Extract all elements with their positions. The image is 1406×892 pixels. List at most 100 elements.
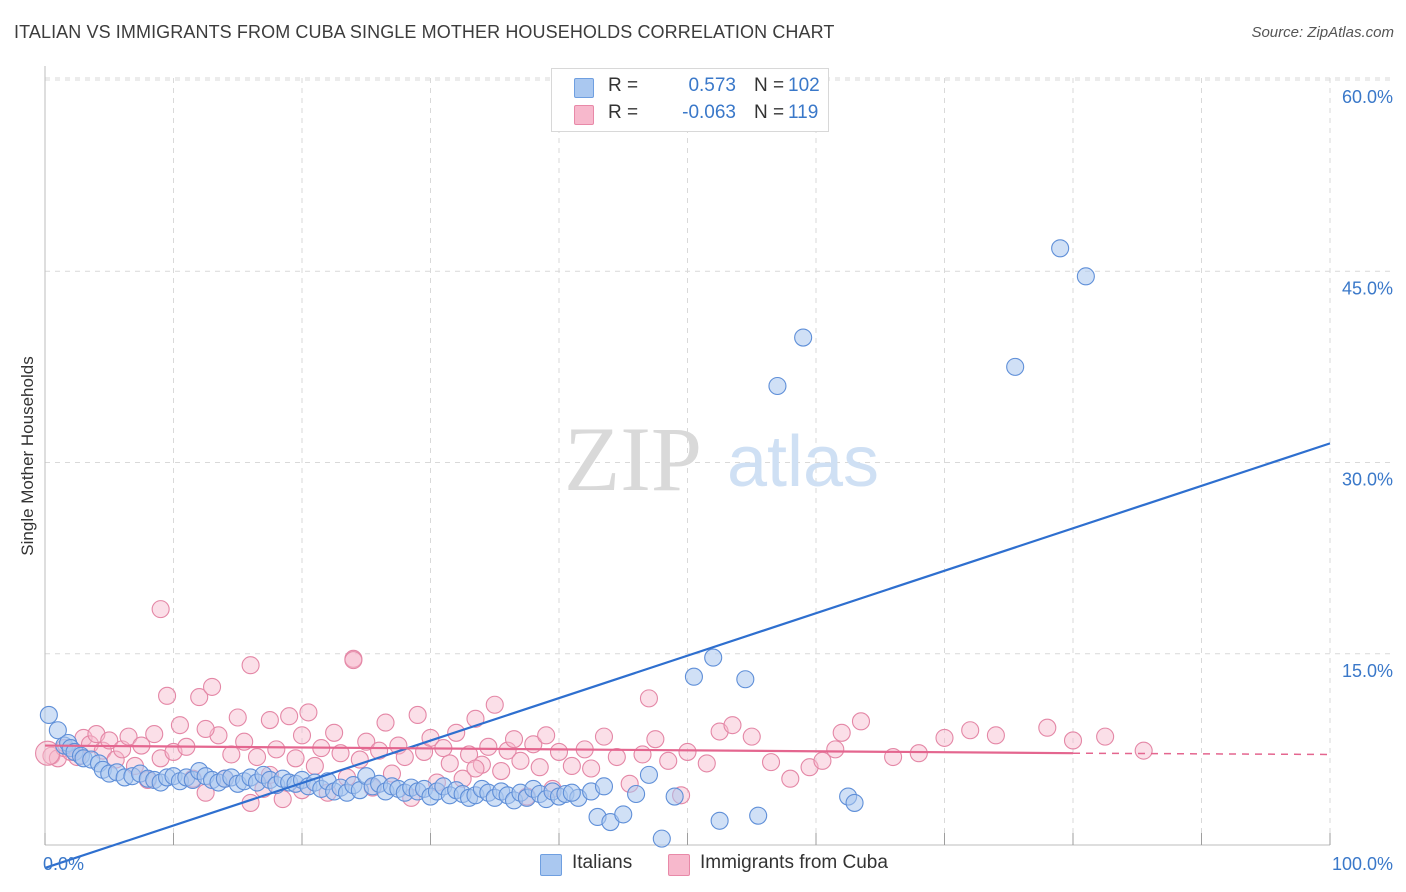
cuba-point xyxy=(376,713,395,732)
cuba-point xyxy=(986,726,1005,745)
cuba-point xyxy=(325,723,344,742)
cuba-point xyxy=(260,710,279,730)
cuba-point xyxy=(1038,718,1057,737)
italians-point xyxy=(665,787,684,806)
cuba-point xyxy=(530,758,549,777)
cuba-point xyxy=(286,749,305,768)
legend-r-value: 0.573 xyxy=(688,75,736,96)
cuba-point xyxy=(511,751,530,770)
watermark-atlas: atlas xyxy=(727,422,879,502)
cuba-point xyxy=(344,651,363,670)
italians-point xyxy=(794,328,813,347)
cuba-point xyxy=(485,695,504,714)
cuba-point xyxy=(678,742,697,761)
cuba-point xyxy=(562,756,581,776)
gridlines xyxy=(45,77,1392,845)
cuba-point xyxy=(659,751,678,770)
cuba-point xyxy=(170,716,189,735)
italians-point xyxy=(614,805,633,824)
cuba-point xyxy=(466,759,485,778)
cuba-point xyxy=(935,728,954,747)
cuba-point xyxy=(607,747,626,767)
cuba-point xyxy=(151,600,170,619)
cuba-point xyxy=(203,677,222,696)
cuba-point xyxy=(1096,727,1115,746)
bottom-legend-label: Immigrants from Cuba xyxy=(700,852,888,873)
y-tick-label: 15.0% xyxy=(1342,661,1393,681)
italians-point xyxy=(652,829,671,848)
bottom-legend-swatch-cuba xyxy=(668,854,690,876)
cuba-point xyxy=(781,769,800,788)
y-tick-label: 45.0% xyxy=(1342,278,1393,298)
cuba-point xyxy=(357,732,376,751)
italians-point xyxy=(749,806,768,825)
legend-n-label: N = xyxy=(754,75,785,96)
cuba-point xyxy=(639,689,659,708)
cuba-point xyxy=(826,740,845,759)
cuba-point xyxy=(723,716,742,735)
y-tick-label: 30.0% xyxy=(1342,470,1393,490)
chart-title: ITALIAN VS IMMIGRANTS FROM CUBA SINGLE M… xyxy=(14,22,835,42)
watermark-zip: ZIP xyxy=(564,408,702,510)
cuba-point xyxy=(350,750,369,769)
italians-point xyxy=(710,811,729,830)
cuba-trend-line xyxy=(44,744,1074,755)
cuba-point xyxy=(594,727,614,746)
cuba-point xyxy=(299,703,318,722)
y-tick-label: 60.0% xyxy=(1342,87,1393,107)
cuba-point xyxy=(761,753,781,772)
cuba-point xyxy=(158,686,177,705)
legend-r-label: R = xyxy=(608,102,639,123)
italians-trend-line xyxy=(44,442,1331,869)
cuba-trend-extension xyxy=(1072,752,1331,756)
italians-point xyxy=(704,648,723,667)
cuba-point xyxy=(1063,731,1083,750)
legend-n-label: N = xyxy=(754,102,785,123)
legend-swatch-italians xyxy=(574,78,594,98)
italians-point xyxy=(736,670,755,689)
x-tick-label: 0.0% xyxy=(43,854,84,874)
italians-point xyxy=(1051,239,1070,258)
italians-point xyxy=(684,667,703,686)
cuba-point xyxy=(549,742,569,761)
cuba-point xyxy=(961,721,980,740)
legend-n-value: 102 xyxy=(788,75,820,96)
cuba-point xyxy=(909,744,928,763)
cuba-point xyxy=(479,737,498,756)
italians-points xyxy=(39,239,1095,848)
cuba-point xyxy=(498,741,517,760)
legend-r-value: -0.063 xyxy=(682,102,736,123)
cuba-point xyxy=(247,747,267,767)
correlation-legend: R = 0.573 N = 102 R = -0.063 N = 119 xyxy=(551,68,829,132)
cuba-point xyxy=(492,761,511,781)
legend-n-value: 119 xyxy=(788,102,819,123)
cuba-point xyxy=(370,741,389,760)
cuba-point xyxy=(292,726,312,745)
italians-point xyxy=(39,705,58,725)
cuba-point xyxy=(633,745,652,764)
italians-point xyxy=(639,765,659,784)
cuba-point xyxy=(100,731,119,750)
cuba-point xyxy=(280,707,299,726)
source-credit: Source: ZipAtlas.com xyxy=(1251,24,1394,41)
italians-point xyxy=(1076,267,1095,286)
cuba-point xyxy=(305,756,324,776)
cuba-point xyxy=(408,705,427,725)
cuba-point xyxy=(466,709,485,728)
italians-point xyxy=(48,721,67,740)
bottom-legend-label: Italians xyxy=(572,852,633,873)
cuba-point xyxy=(241,656,260,675)
legend-r-label: R = xyxy=(608,75,639,96)
cuba-point xyxy=(646,730,665,749)
watermark: ZIP atlas xyxy=(564,408,879,510)
cuba-point xyxy=(832,723,851,742)
cuba-point xyxy=(440,754,459,773)
cuba-point xyxy=(196,719,215,739)
cuba-point xyxy=(851,712,871,731)
cuba-point xyxy=(145,725,164,744)
italians-point xyxy=(627,784,646,804)
italians-point xyxy=(562,783,581,802)
italians-point xyxy=(1006,357,1025,376)
bottom-legend-swatch-italians xyxy=(540,854,562,876)
